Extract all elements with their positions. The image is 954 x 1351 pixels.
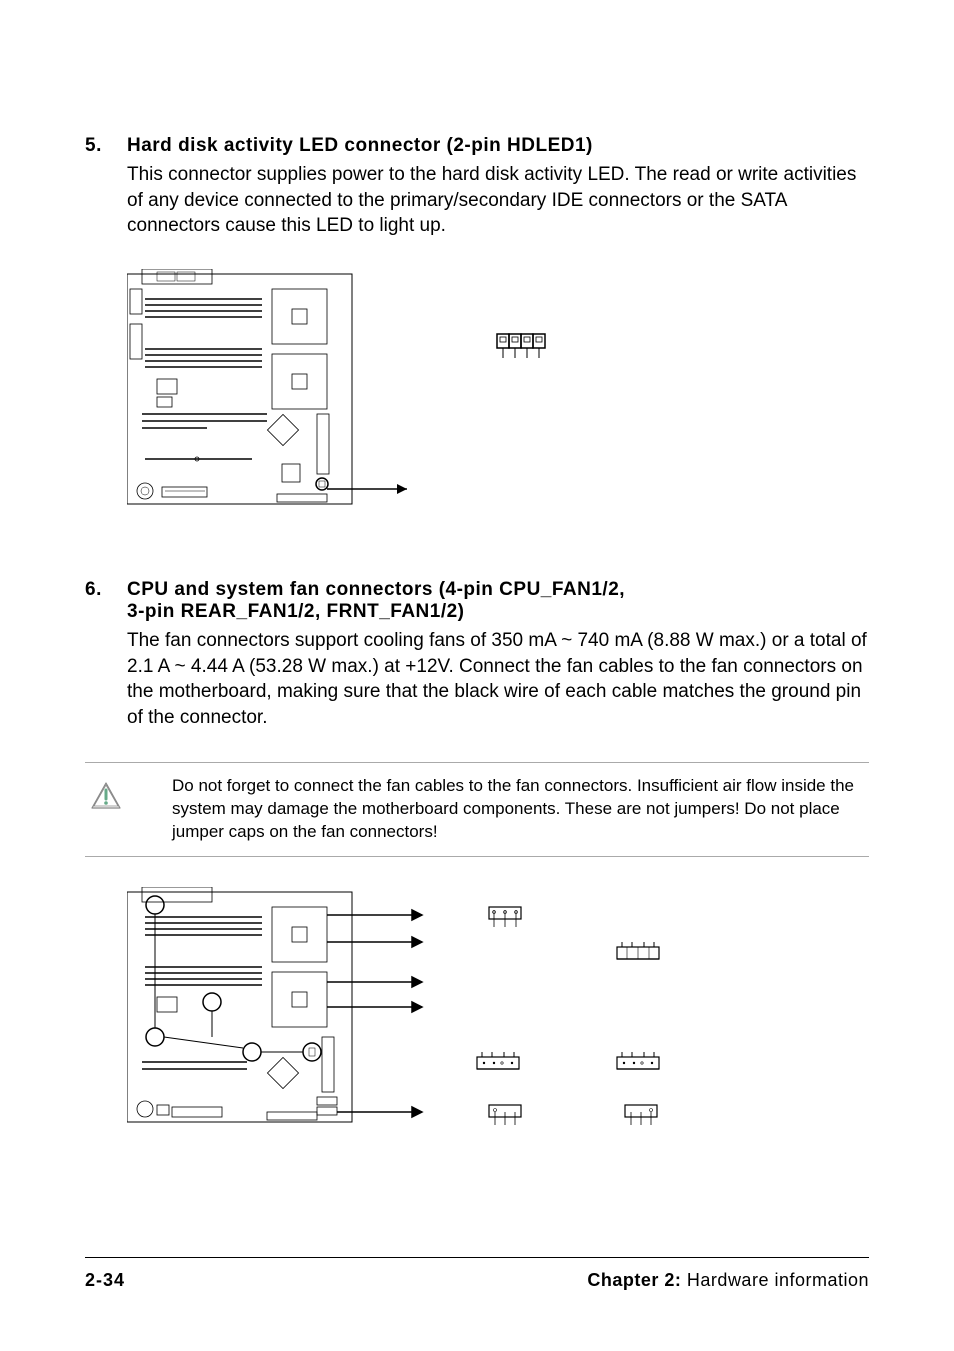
section-5-title: 5. Hard disk activity LED connector (2-p…: [85, 135, 869, 157]
section-6-heading-line2: 3-pin REAR_FAN1/2, FRNT_FAN1/2): [127, 601, 465, 622]
diagram-5: [127, 269, 869, 519]
warning-icon: [85, 775, 127, 811]
section-5-heading: Hard disk activity LED connector (2-pin …: [127, 135, 869, 157]
section-6-title: 6. CPU and system fan connectors (4-pin …: [85, 579, 869, 623]
page-number: 2-34: [85, 1270, 125, 1291]
section-5-number: 5.: [85, 135, 127, 157]
diagram-6: [127, 887, 869, 1137]
section-6-body: The fan connectors support cooling fans …: [127, 628, 869, 731]
chapter-bold: Chapter 2:: [587, 1270, 681, 1290]
warning-box: Do not forget to connect the fan cables …: [85, 762, 869, 857]
chapter-title: Hardware information: [681, 1270, 869, 1290]
section-5-body: This connector supplies power to the har…: [127, 162, 869, 239]
warning-text: Do not forget to connect the fan cables …: [127, 775, 869, 844]
chapter-label: Chapter 2: Hardware information: [587, 1270, 869, 1291]
page-footer: 2-34 Chapter 2: Hardware information: [85, 1257, 869, 1291]
section-6-number: 6.: [85, 579, 127, 623]
section-6-heading-line1: CPU and system fan connectors (4-pin CPU…: [127, 579, 625, 600]
section-6-heading: CPU and system fan connectors (4-pin CPU…: [127, 579, 869, 623]
